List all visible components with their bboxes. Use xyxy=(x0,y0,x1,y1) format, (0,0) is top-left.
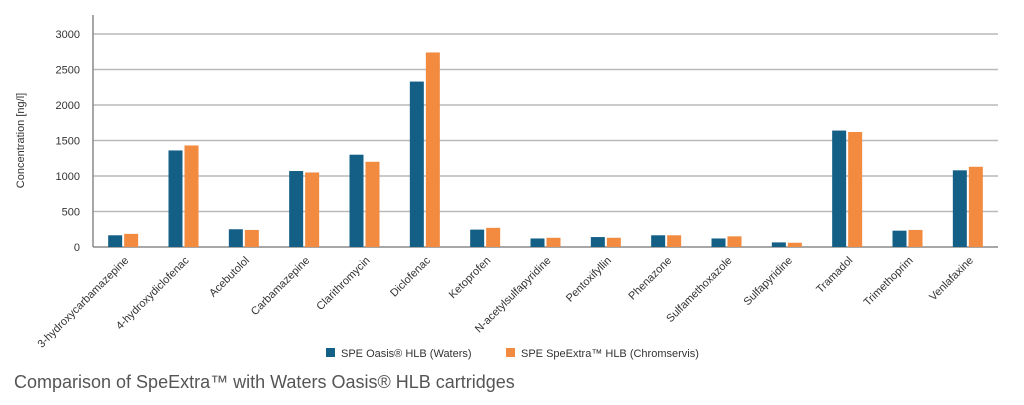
x-tick-label: Pentoxifyllin xyxy=(564,255,614,305)
y-tick-label: 1000 xyxy=(56,171,80,183)
y-tick-label: 500 xyxy=(62,207,80,219)
legend-label-speextra: SPE SpeExtra™ HLB (Chromservis) xyxy=(521,348,699,360)
bar-speextra xyxy=(244,229,259,247)
bar-oasis xyxy=(349,154,364,247)
bar-oasis xyxy=(952,170,967,247)
bar-speextra xyxy=(667,235,682,247)
bar-speextra xyxy=(727,236,742,247)
legend-label-oasis: SPE Oasis® HLB (Waters) xyxy=(341,348,472,360)
x-tick-label: 3-hydroxycarbamazepine xyxy=(35,255,131,351)
y-tick-labels: 0 500 1000 1500 2000 2500 3000 xyxy=(56,29,80,254)
bar-speextra xyxy=(908,229,923,247)
bar-oasis xyxy=(832,130,847,247)
x-tick-label: Sulfapyridine xyxy=(742,255,795,308)
bar-oasis xyxy=(711,238,726,247)
y-tick-label: 2000 xyxy=(56,100,80,112)
y-tick-label: 1500 xyxy=(56,136,80,148)
bar-oasis xyxy=(590,237,605,247)
bar-speextra xyxy=(848,131,863,247)
x-tick-label: Clarithromycin xyxy=(314,255,372,313)
bar-speextra xyxy=(606,237,621,247)
legend-swatch-oasis xyxy=(326,348,335,357)
bar-speextra xyxy=(486,227,501,247)
x-tick-label: Sulfamethoxazole xyxy=(664,255,734,325)
x-tick-label: Diclofenac xyxy=(388,254,433,299)
y-tick-label: 3000 xyxy=(56,29,80,41)
bar-speextra xyxy=(365,161,380,247)
bar-oasis xyxy=(108,235,123,247)
x-tick-label: Ketoprofen xyxy=(447,255,494,302)
bar-speextra xyxy=(305,172,320,247)
bar-oasis xyxy=(228,229,243,247)
x-tick-label: Venlafaxine xyxy=(927,255,976,304)
x-tick-labels: 3-hydroxycarbamazepine4-hydroxydiclofena… xyxy=(35,254,975,350)
bar-speextra xyxy=(546,237,561,247)
x-tick-label: Acebutolol xyxy=(207,255,252,300)
bar-oasis xyxy=(892,230,907,247)
bar-speextra xyxy=(184,145,199,247)
bar-oasis xyxy=(168,150,183,247)
legend-swatch-speextra xyxy=(506,348,515,357)
bar-oasis xyxy=(771,242,786,247)
x-tick-label: Trimethoprim xyxy=(862,255,916,309)
y-tick-label: 2500 xyxy=(56,65,80,77)
bar-speextra xyxy=(124,233,139,247)
bar-speextra xyxy=(968,166,983,247)
bar-oasis xyxy=(470,229,485,247)
y-tick-label: 0 xyxy=(74,242,80,254)
x-tick-label: Tramadol xyxy=(814,255,855,296)
bar-oasis xyxy=(651,235,666,247)
bar-speextra xyxy=(787,242,802,247)
legend: SPE Oasis® HLB (Waters) SPE SpeExtra™ HL… xyxy=(326,348,699,360)
x-tick-label: Carbamazepine xyxy=(249,255,312,318)
bar-oasis xyxy=(530,238,545,247)
bars xyxy=(108,52,983,248)
bar-oasis xyxy=(289,171,304,247)
bar-oasis xyxy=(409,81,424,247)
y-axis-title: Concentration [ng/l] xyxy=(15,93,27,188)
bar-speextra xyxy=(425,52,440,248)
figure-caption: Comparison of SpeExtra™ with Waters Oasi… xyxy=(14,372,515,392)
grid-lines xyxy=(93,33,998,248)
x-tick-label: Phenazone xyxy=(626,255,674,303)
